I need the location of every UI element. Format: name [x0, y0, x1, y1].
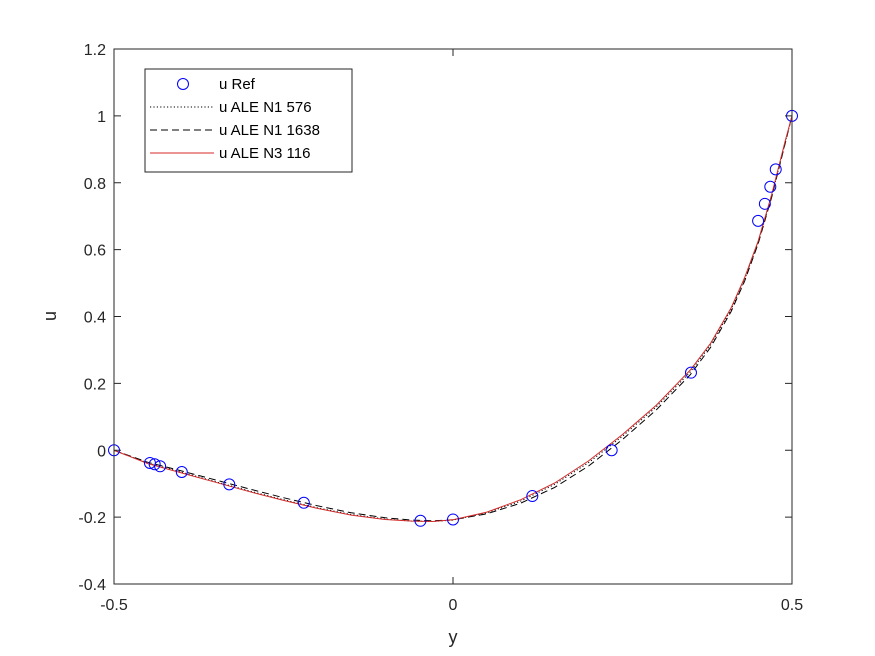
- legend-label: u ALE N1 576: [219, 99, 312, 116]
- legend-items: u Ref u ALE N1 576 u ALE N1 1638 u ALE N3 1…: [150, 76, 320, 162]
- ref-data-point: [297, 496, 310, 509]
- x-tick-label: -0.5: [100, 597, 128, 614]
- ref-data-point: [758, 197, 771, 210]
- ref-data-point: [764, 180, 777, 193]
- ref-data-point: [447, 513, 459, 526]
- legend-marker: [177, 78, 189, 90]
- tick-layer: -0.5 0 0.5 -0.4 -0.2 0 0.2 0.4 0.6 0.8 1 1.2: [78, 42, 803, 614]
- y-tick-label: 1.2: [84, 42, 106, 59]
- ref-data-point: [769, 163, 782, 176]
- ref-data-point: [752, 214, 765, 227]
- ref-data-point: [223, 478, 236, 491]
- x-tick-label: 0.5: [781, 597, 803, 614]
- y-tick-label: 1: [97, 109, 106, 126]
- ref-data-point: [414, 514, 427, 527]
- legend-label: u ALE N1 1638: [219, 122, 320, 139]
- ref-data-point: [175, 465, 188, 478]
- series-layer: [108, 109, 798, 527]
- legend-label: u Ref: [219, 76, 256, 93]
- y-tick-label: 0: [97, 443, 106, 460]
- y-tick-label: 0.6: [84, 243, 106, 260]
- y-tick-label: 0.2: [84, 376, 106, 393]
- series-line-dotted: [113, 115, 793, 523]
- series-line-solid: [113, 115, 793, 523]
- y-axis-label: u: [40, 311, 60, 321]
- x-tick-label: 0: [449, 597, 458, 614]
- legend-box: [144, 68, 353, 173]
- ref-data-point: [526, 490, 539, 503]
- y-tick-label: 0.4: [84, 310, 106, 327]
- y-tick-label: -0.4: [78, 577, 106, 594]
- x-axis-label: y: [449, 627, 458, 647]
- ref-data-point: [148, 458, 161, 471]
- legend: u Ref u ALE N1 576 u ALE N1 1638 u ALE N3 1…: [144, 68, 353, 173]
- y-tick-label: -0.2: [78, 510, 106, 527]
- y-tick-label: 0.8: [84, 176, 106, 193]
- ref-data-point: [684, 366, 697, 379]
- ref-data-point: [605, 444, 618, 457]
- series-line-dashed: [113, 115, 793, 522]
- ref-data-point: [154, 460, 167, 473]
- legend-label: u ALE N3 116: [219, 145, 310, 162]
